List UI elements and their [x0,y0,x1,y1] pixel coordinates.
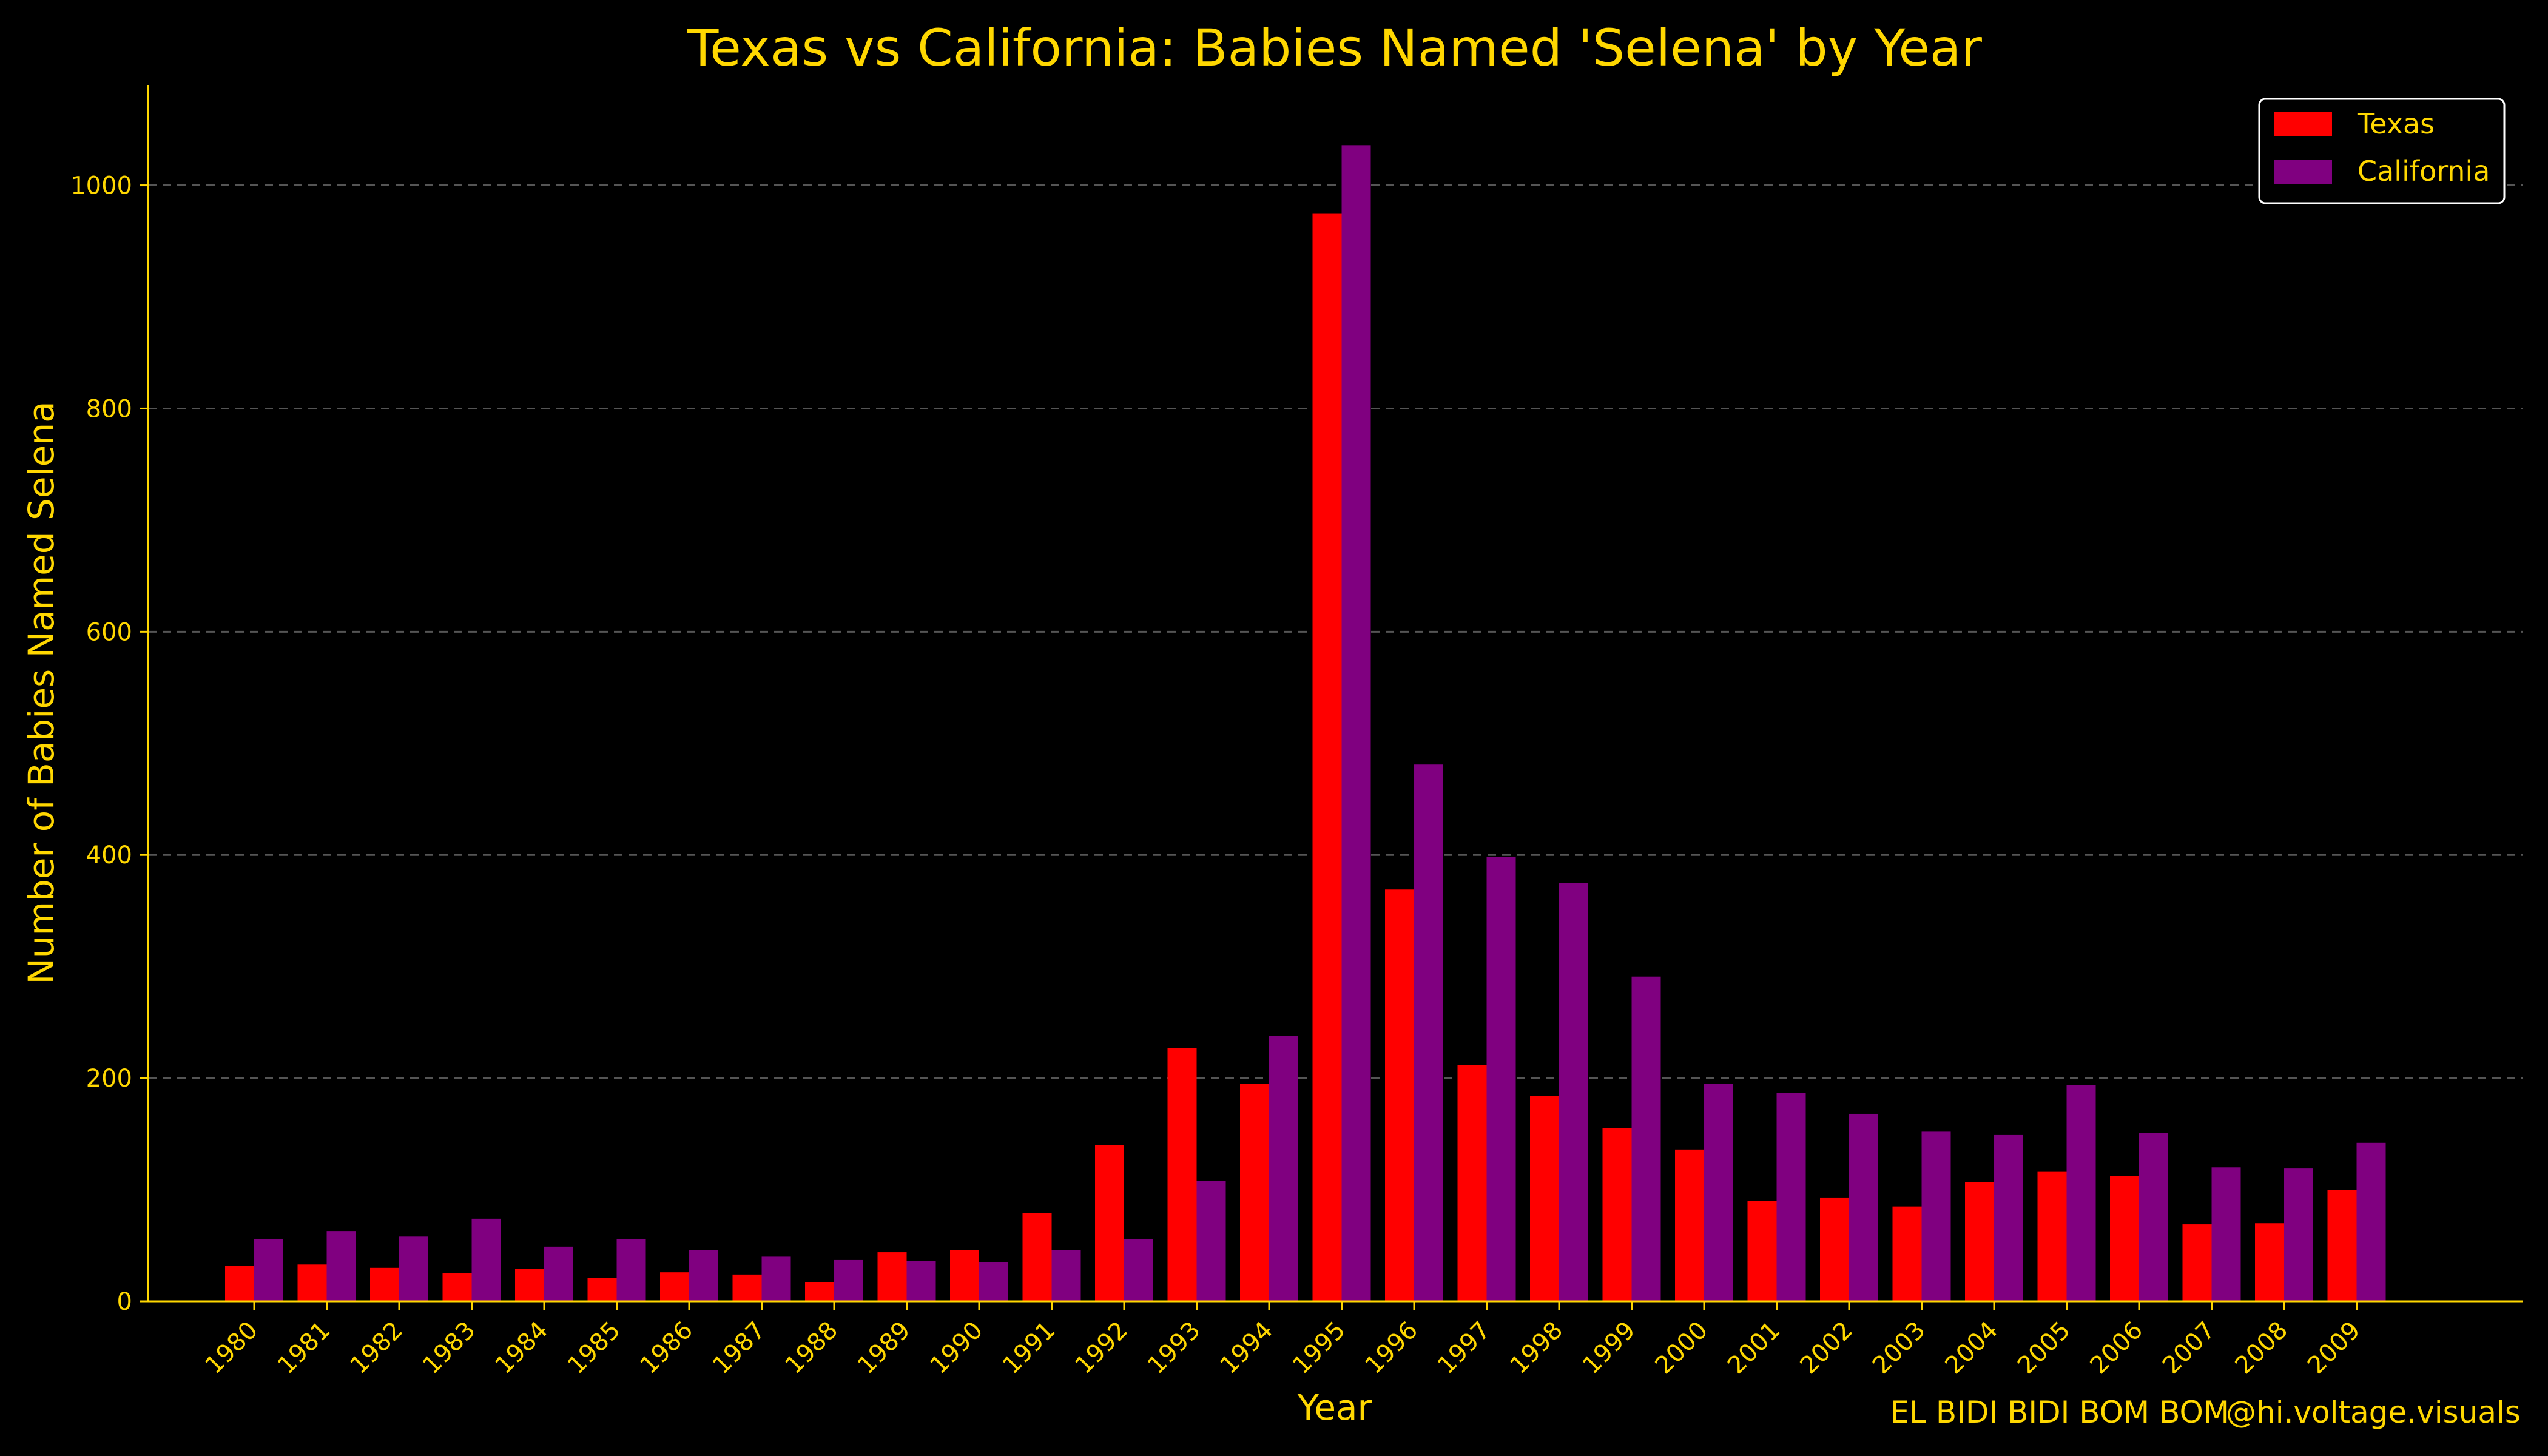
legend-swatch-california [2274,160,2332,184]
bar-texas-2002 [1820,1197,1849,1301]
bar-texas-1985 [587,1278,617,1301]
bars [225,145,2386,1302]
axes [140,85,2523,1310]
bar-california-1995 [1341,145,1371,1301]
bar-texas-1983 [442,1273,472,1301]
y-tick-label: 0 [117,1288,132,1316]
bar-california-2006 [2139,1133,2168,1301]
bar-california-1992 [1124,1238,1153,1301]
bar-california-1980 [254,1238,283,1301]
y-tick-label: 1000 [70,172,132,200]
bar-california-2004 [1994,1134,2023,1301]
footer-handle: @hi.voltage.visuals [2226,1395,2521,1430]
bar-texas-1996 [1385,889,1414,1301]
footer-caption: EL BIDI BIDI BOM BOM [1890,1395,2230,1430]
bar-texas-1991 [1022,1213,1052,1301]
bar-california-1994 [1269,1036,1298,1301]
bar-california-1983 [471,1218,501,1301]
bar-texas-1987 [732,1274,762,1301]
bar-california-2009 [2356,1142,2386,1301]
bar-california-1982 [399,1236,428,1301]
bar-california-2002 [1849,1113,1878,1301]
bar-california-1996 [1414,764,1443,1301]
y-tick-label: 600 [86,618,132,646]
bar-california-2005 [2066,1085,2096,1301]
bar-california-1986 [689,1250,718,1301]
bar-texas-1997 [1457,1065,1487,1301]
bar-california-1988 [834,1259,863,1301]
y-axis-label: Number of Babies Named Selena [21,401,62,984]
bar-texas-1993 [1167,1048,1197,1301]
bar-california-1985 [616,1238,646,1301]
legend-label-texas: Texas [2357,107,2435,140]
bar-california-2000 [1704,1084,1733,1301]
legend-swatch-texas [2274,112,2332,136]
legend-label-california: California [2358,155,2490,187]
bar-texas-2007 [2182,1224,2212,1301]
bar-california-1998 [1559,883,1588,1301]
bar-texas-2008 [2255,1223,2284,1301]
bar-california-1981 [326,1231,356,1301]
bar-california-1990 [979,1262,1008,1301]
bar-texas-1992 [1095,1145,1124,1301]
bar-texas-2001 [1747,1201,1777,1301]
bar-texas-1990 [950,1250,979,1301]
bar-texas-2000 [1675,1149,1704,1301]
bar-texas-1980 [225,1266,254,1301]
bar-texas-2006 [2110,1176,2139,1301]
bar-texas-1995 [1312,213,1342,1302]
bar-california-1984 [544,1246,573,1301]
x-axis-label: Year [1297,1387,1372,1428]
bar-california-1999 [1631,976,1661,1301]
chart-title: Texas vs California: Babies Named 'Selen… [687,18,1982,78]
y-tick-label: 800 [86,395,132,423]
bar-california-1987 [761,1256,791,1301]
bar-texas-2003 [1892,1206,1922,1301]
bar-california-1989 [906,1261,936,1301]
bar-texas-2005 [2037,1171,2067,1301]
y-tick-label: 400 [86,841,132,869]
bar-texas-1989 [877,1252,907,1301]
bar-california-2008 [2284,1168,2313,1301]
bar-texas-1984 [515,1269,544,1301]
bar-california-2003 [1921,1131,1951,1301]
bar-texas-1998 [1530,1096,1559,1301]
bar-texas-1982 [370,1267,399,1301]
y-tick-label: 200 [86,1065,132,1093]
bar-texas-1994 [1240,1084,1269,1301]
bar-california-2001 [1776,1093,1806,1301]
bar-texas-1999 [1602,1128,1632,1301]
bar-texas-1981 [297,1264,327,1301]
bar-california-1991 [1051,1250,1081,1301]
bar-texas-1988 [805,1282,834,1301]
bar-california-1993 [1196,1181,1226,1301]
bar-texas-1986 [660,1272,689,1301]
bar-california-1997 [1486,857,1516,1301]
bar-texas-2004 [1965,1182,1994,1301]
bar-texas-2009 [2327,1190,2357,1301]
legend: Texas California [2258,98,2506,204]
bar-california-2007 [2211,1167,2241,1301]
